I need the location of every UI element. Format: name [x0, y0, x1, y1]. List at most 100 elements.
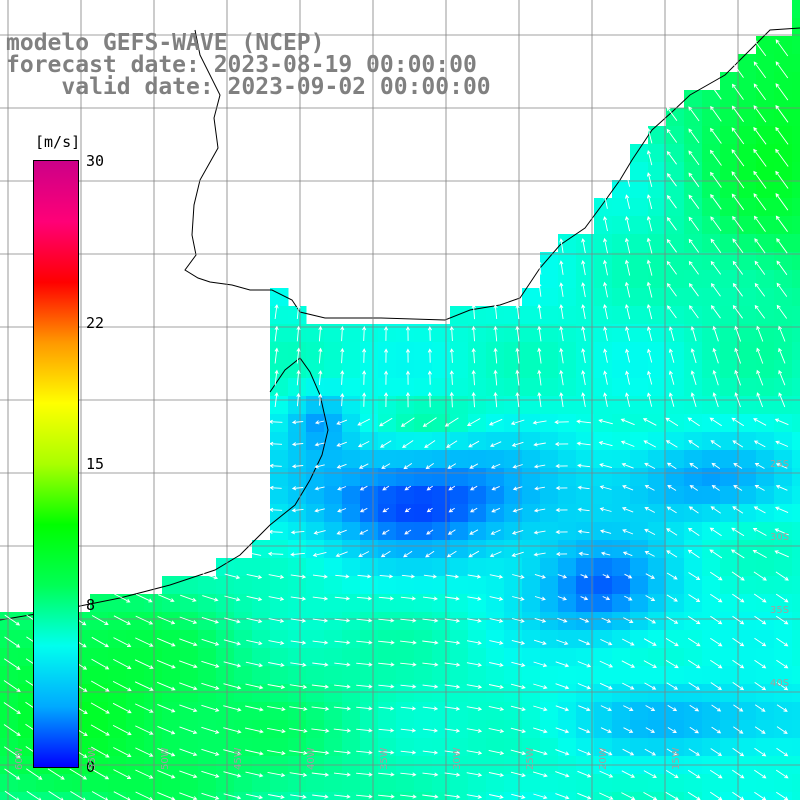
wind-speed-cell: [648, 198, 667, 217]
wind-speed-cell: [684, 432, 703, 451]
wind-speed-cell: [504, 360, 523, 379]
wind-speed-cell: [792, 252, 800, 271]
wind-speed-cell: [738, 198, 757, 217]
wind-speed-cell: [720, 342, 739, 361]
wind-speed-cell: [414, 522, 433, 541]
wind-speed-cell: [774, 468, 793, 487]
wind-speed-cell: [504, 432, 523, 451]
wind-speed-cell: [306, 396, 325, 415]
wind-speed-cell: [234, 648, 253, 667]
wind-speed-cell: [792, 720, 800, 739]
wind-speed-cell: [792, 684, 800, 703]
wind-speed-cell: [684, 576, 703, 595]
wind-speed-cell: [234, 630, 253, 649]
wind-speed-cell: [414, 774, 433, 793]
wind-speed-cell: [396, 702, 415, 721]
wind-speed-cell: [558, 702, 577, 721]
wind-speed-cell: [774, 396, 793, 415]
wind-speed-cell: [720, 126, 739, 145]
wind-speed-cell: [792, 774, 800, 793]
wind-speed-cell: [450, 666, 469, 685]
wind-speed-cell: [594, 306, 613, 325]
wind-speed-cell: [594, 252, 613, 271]
wind-speed-cell: [684, 180, 703, 199]
wind-speed-cell: [468, 576, 487, 595]
wind-speed-cell: [468, 594, 487, 613]
wind-speed-cell: [630, 360, 649, 379]
wind-speed-cell: [684, 612, 703, 631]
wind-speed-cell: [468, 378, 487, 397]
wind-speed-cell: [702, 90, 721, 109]
wind-speed-cell: [630, 234, 649, 253]
wind-speed-cell: [306, 630, 325, 649]
wind-speed-cell: [720, 90, 739, 109]
wind-speed-cell: [288, 540, 307, 559]
wind-speed-cell: [522, 702, 541, 721]
wind-speed-cell: [612, 738, 631, 757]
wind-speed-cell: [612, 180, 631, 199]
wind-speed-cell: [432, 360, 451, 379]
wind-speed-cell: [720, 486, 739, 505]
wind-speed-cell: [252, 630, 271, 649]
wind-speed-cell: [720, 468, 739, 487]
colorbar-gradient: [34, 161, 78, 767]
wind-speed-cell: [666, 486, 685, 505]
wind-speed-cell: [216, 594, 235, 613]
wind-speed-cell: [594, 540, 613, 559]
wind-speed-cell: [414, 432, 433, 451]
wind-speed-cell: [684, 486, 703, 505]
wind-speed-cell: [540, 720, 559, 739]
wind-speed-cell: [540, 288, 559, 307]
longitude-label: 25W: [525, 747, 536, 770]
wind-speed-cell: [594, 288, 613, 307]
wind-speed-cell: [792, 180, 800, 199]
wind-speed-cell: [630, 162, 649, 181]
wind-speed-cell: [360, 468, 379, 487]
wind-speed-cell: [486, 504, 505, 523]
wind-speed-cell: [702, 234, 721, 253]
wind-speed-cell: [612, 684, 631, 703]
wind-speed-cell: [684, 288, 703, 307]
wind-speed-cell: [216, 612, 235, 631]
wind-speed-cell: [540, 414, 559, 433]
wind-speed-cell: [270, 774, 289, 793]
wind-speed-cell: [522, 774, 541, 793]
wind-speed-cell: [666, 468, 685, 487]
wind-speed-cell: [648, 630, 667, 649]
wind-speed-cell: [396, 612, 415, 631]
wind-speed-cell: [720, 630, 739, 649]
wind-speed-cell: [486, 522, 505, 541]
latitude-label: 25S: [770, 459, 789, 470]
wind-speed-cell: [504, 576, 523, 595]
wind-speed-cell: [324, 504, 343, 523]
wind-speed-cell: [594, 396, 613, 415]
wind-speed-cell: [342, 558, 361, 577]
wind-speed-cell: [648, 594, 667, 613]
wind-speed-cell: [612, 306, 631, 325]
wind-speed-cell: [540, 630, 559, 649]
wind-speed-cell: [288, 630, 307, 649]
wind-speed-cell: [342, 630, 361, 649]
wind-speed-cell: [774, 576, 793, 595]
latitude-label: 30S: [770, 532, 789, 543]
wind-speed-cell: [720, 288, 739, 307]
wind-speed-cell: [630, 270, 649, 289]
wind-speed-cell: [144, 720, 163, 739]
wind-speed-cell: [486, 432, 505, 451]
wind-speed-cell: [414, 666, 433, 685]
wind-speed-cell: [756, 288, 775, 307]
wind-speed-cell: [324, 396, 343, 415]
wind-speed-cell: [504, 504, 523, 523]
wind-speed-cell: [324, 342, 343, 361]
longitude-label: 50W: [160, 747, 171, 770]
wind-speed-cell: [684, 378, 703, 397]
wind-speed-cell: [738, 486, 757, 505]
wind-speed-cell: [666, 198, 685, 217]
wind-speed-cell: [306, 432, 325, 451]
wind-speed-cell: [774, 234, 793, 253]
wind-speed-cell: [630, 540, 649, 559]
wind-speed-cell: [450, 702, 469, 721]
wind-speed-cell: [738, 396, 757, 415]
wind-speed-cell: [774, 702, 793, 721]
colorbar-tick-label: 15: [86, 455, 104, 473]
